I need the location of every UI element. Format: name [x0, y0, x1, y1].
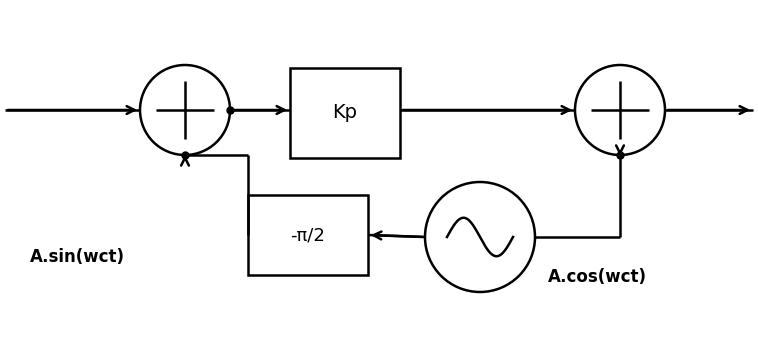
Text: Kp: Kp — [333, 104, 358, 122]
Text: A.cos(wct): A.cos(wct) — [548, 268, 647, 286]
Bar — [248, 195, 368, 275]
Text: A.sin(wct): A.sin(wct) — [30, 248, 125, 266]
Text: -π/2: -π/2 — [290, 226, 325, 244]
Bar — [290, 68, 400, 158]
